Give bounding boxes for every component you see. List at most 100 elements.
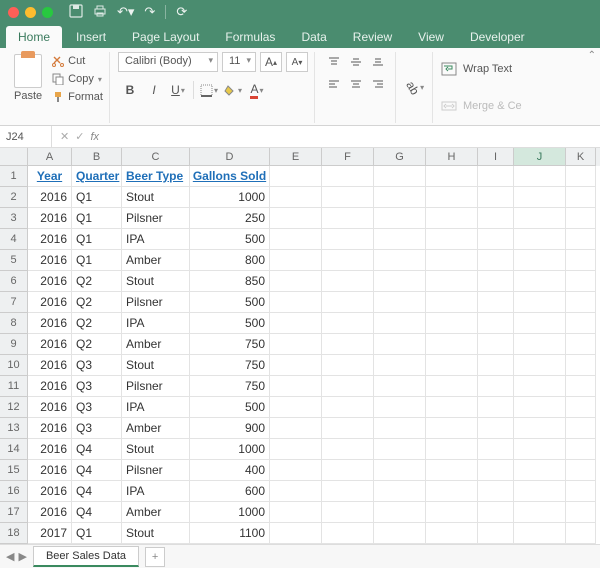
cell[interactable] xyxy=(270,271,322,292)
cell[interactable] xyxy=(514,523,566,544)
cell[interactable] xyxy=(566,187,596,208)
cell[interactable]: 500 xyxy=(190,313,270,334)
cell[interactable] xyxy=(478,313,514,334)
cell[interactable]: 500 xyxy=(190,397,270,418)
cell[interactable] xyxy=(374,439,426,460)
ribbon-tab-home[interactable]: Home xyxy=(6,26,62,48)
cell[interactable] xyxy=(514,334,566,355)
print-icon[interactable] xyxy=(93,4,107,21)
sheet-prev-icon[interactable]: ◀ xyxy=(6,550,14,563)
merge-button[interactable]: Merge & Ce xyxy=(441,99,522,113)
cell[interactable] xyxy=(566,334,596,355)
cell[interactable] xyxy=(566,418,596,439)
wrap-text-button[interactable]: Wrap Text xyxy=(441,62,522,76)
font-size-select[interactable]: 11 xyxy=(222,52,256,72)
column-header-H[interactable]: H xyxy=(426,148,478,166)
cell[interactable] xyxy=(374,187,426,208)
fill-color-button[interactable]: ▾ xyxy=(221,80,245,100)
cell[interactable]: Q3 xyxy=(72,355,122,376)
column-header-F[interactable]: F xyxy=(322,148,374,166)
sheet-tab-active[interactable]: Beer Sales Data xyxy=(33,546,139,567)
cell[interactable]: 2016 xyxy=(28,187,72,208)
align-bottom-button[interactable] xyxy=(367,52,389,72)
cell[interactable] xyxy=(426,502,478,523)
cell[interactable]: 2016 xyxy=(28,250,72,271)
cell[interactable]: 2016 xyxy=(28,376,72,397)
cell[interactable] xyxy=(374,208,426,229)
cell[interactable]: Q1 xyxy=(72,523,122,544)
cell[interactable]: 2016 xyxy=(28,334,72,355)
cell[interactable] xyxy=(478,355,514,376)
cell[interactable]: 1000 xyxy=(190,439,270,460)
cancel-icon[interactable]: ✕ xyxy=(60,130,69,143)
cell[interactable] xyxy=(270,229,322,250)
cell[interactable] xyxy=(374,334,426,355)
cell[interactable]: 2016 xyxy=(28,313,72,334)
cell[interactable] xyxy=(322,313,374,334)
cell[interactable] xyxy=(374,271,426,292)
row-header[interactable]: 18 xyxy=(0,523,28,544)
row-header[interactable]: 17 xyxy=(0,502,28,523)
cell[interactable] xyxy=(322,292,374,313)
cell[interactable]: Pilsner xyxy=(122,460,190,481)
cell[interactable]: 900 xyxy=(190,418,270,439)
cell[interactable] xyxy=(514,250,566,271)
align-center-button[interactable] xyxy=(345,74,367,94)
cell[interactable]: 2017 xyxy=(28,523,72,544)
cell[interactable] xyxy=(426,376,478,397)
cell[interactable]: Gallons Sold xyxy=(190,166,270,187)
cell[interactable]: Amber xyxy=(122,334,190,355)
cell[interactable]: 750 xyxy=(190,376,270,397)
cell[interactable] xyxy=(566,502,596,523)
cell[interactable] xyxy=(566,460,596,481)
cell[interactable] xyxy=(322,397,374,418)
cell[interactable]: 250 xyxy=(190,208,270,229)
cell[interactable] xyxy=(478,208,514,229)
cut-button[interactable]: Cut xyxy=(52,52,103,70)
cell[interactable]: 2016 xyxy=(28,292,72,313)
cell[interactable] xyxy=(426,313,478,334)
decrease-font-button[interactable]: A▾ xyxy=(286,52,308,72)
cell[interactable]: 600 xyxy=(190,481,270,502)
cell[interactable]: 2016 xyxy=(28,355,72,376)
cell[interactable] xyxy=(270,313,322,334)
cell[interactable] xyxy=(374,313,426,334)
column-header-G[interactable]: G xyxy=(374,148,426,166)
orientation-button[interactable]: ab▾ xyxy=(404,78,426,98)
cell[interactable] xyxy=(426,439,478,460)
cell[interactable]: Q1 xyxy=(72,229,122,250)
ribbon-tab-review[interactable]: Review xyxy=(341,26,404,48)
cell[interactable] xyxy=(514,439,566,460)
name-box[interactable]: J24 xyxy=(0,126,52,147)
cell[interactable] xyxy=(514,376,566,397)
row-header[interactable]: 2 xyxy=(0,187,28,208)
cell[interactable] xyxy=(426,292,478,313)
cell[interactable] xyxy=(322,502,374,523)
select-all-corner[interactable] xyxy=(0,148,28,166)
cell[interactable] xyxy=(374,292,426,313)
cell[interactable]: Q1 xyxy=(72,208,122,229)
cell[interactable] xyxy=(566,292,596,313)
font-name-select[interactable]: Calibri (Body) xyxy=(118,52,218,72)
column-header-J[interactable]: J xyxy=(514,148,566,166)
row-header[interactable]: 16 xyxy=(0,481,28,502)
cell[interactable] xyxy=(322,334,374,355)
cell[interactable]: Q2 xyxy=(72,271,122,292)
row-header[interactable]: 4 xyxy=(0,229,28,250)
cell[interactable] xyxy=(478,250,514,271)
refresh-icon[interactable]: ⟳ xyxy=(176,4,187,20)
cell[interactable] xyxy=(426,355,478,376)
column-header-E[interactable]: E xyxy=(270,148,322,166)
cell[interactable] xyxy=(374,229,426,250)
cell[interactable]: 400 xyxy=(190,460,270,481)
ribbon-collapse-icon[interactable]: ⌃ xyxy=(588,50,596,61)
cell[interactable]: Amber xyxy=(122,418,190,439)
ribbon-tab-developer[interactable]: Developer xyxy=(458,26,537,48)
cell[interactable] xyxy=(478,376,514,397)
cell[interactable]: 2016 xyxy=(28,460,72,481)
cell[interactable] xyxy=(270,397,322,418)
cell[interactable]: 2016 xyxy=(28,418,72,439)
cell[interactable]: Q2 xyxy=(72,334,122,355)
cell[interactable] xyxy=(322,460,374,481)
cell[interactable] xyxy=(426,208,478,229)
